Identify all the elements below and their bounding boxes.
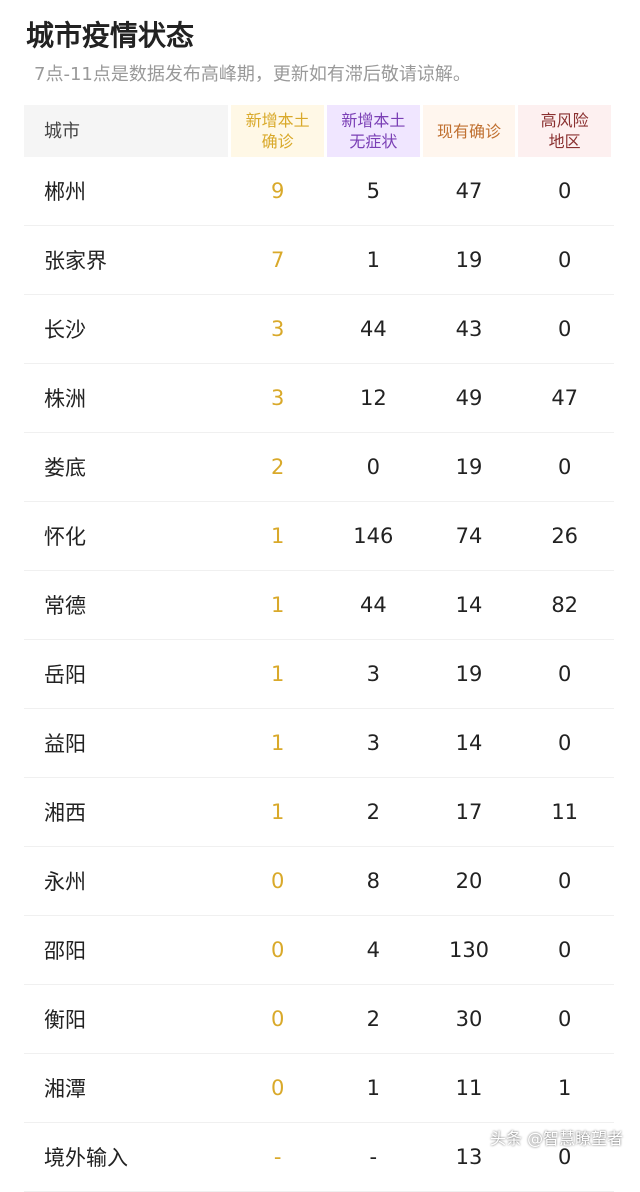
- city-name: 株洲: [44, 387, 86, 411]
- city-name: 郴州: [44, 180, 86, 204]
- cell-value: 8: [366, 869, 381, 893]
- table-row[interactable]: 岳阳 1 3 19 0: [24, 640, 614, 709]
- cell-value: 19: [455, 662, 483, 686]
- cell-value: 3: [366, 662, 381, 686]
- column-header[interactable]: 新增本土 无症状: [327, 105, 420, 157]
- city-name: 湘西: [44, 801, 86, 825]
- cell-value: 3: [270, 386, 285, 410]
- cell-value: 19: [455, 455, 483, 479]
- city-name: 永州: [44, 870, 86, 894]
- table-row[interactable]: 衡阳 0 2 30 0: [24, 985, 614, 1054]
- cell-value: 2: [366, 800, 381, 824]
- city-name: 益阳: [44, 732, 86, 756]
- cell-value: 26: [551, 524, 579, 548]
- cell-value: 44: [359, 593, 387, 617]
- cell-value: 0: [557, 869, 572, 893]
- cell-value: 1: [366, 248, 381, 272]
- table-row[interactable]: 娄底 2 0 19 0: [24, 433, 614, 502]
- cell-value: 11: [551, 800, 579, 824]
- table-row[interactable]: 湘西 1 2 17 11: [24, 778, 614, 847]
- column-header[interactable]: 高风险 地区: [518, 105, 612, 157]
- cell-value: 7: [270, 248, 285, 272]
- cell-value: 1: [270, 662, 285, 686]
- city-name: 怀化: [44, 525, 86, 549]
- table-row[interactable]: 张家界 7 1 19 0: [24, 226, 614, 295]
- cell-value: 17: [455, 800, 483, 824]
- cell-value: 0: [366, 455, 381, 479]
- cell-value: 0: [270, 1076, 285, 1100]
- cell-value: 146: [353, 524, 394, 548]
- cell-value: 4: [366, 938, 381, 962]
- column-header[interactable]: 新增本土 确诊: [231, 105, 324, 157]
- cell-value: 1: [366, 1076, 381, 1100]
- table-row[interactable]: 株洲 3 12 49 47: [24, 364, 614, 433]
- cell-value: 11: [455, 1076, 483, 1100]
- table-header: 城市 新增本土 确诊 新增本土 无症状 现有确诊 高风险 地区: [24, 105, 614, 157]
- cell-value: -: [369, 1145, 378, 1169]
- cell-value: 14: [455, 593, 483, 617]
- cell-value: 1: [270, 593, 285, 617]
- cell-value: 0: [557, 938, 572, 962]
- cell-value: -: [273, 1145, 282, 1169]
- cell-value: 74: [455, 524, 483, 548]
- cell-value: 44: [359, 317, 387, 341]
- cell-value: 0: [557, 1007, 572, 1031]
- cell-value: 1: [270, 524, 285, 548]
- cell-value: 5: [366, 179, 381, 203]
- city-name: 境外输入: [44, 1146, 128, 1170]
- city-name: 邵阳: [44, 939, 86, 963]
- cell-value: 12: [359, 386, 387, 410]
- cell-value: 0: [557, 317, 572, 341]
- table-row[interactable]: 常德 1 44 14 82: [24, 571, 614, 640]
- cell-value: 30: [455, 1007, 483, 1031]
- cell-value: 3: [270, 317, 285, 341]
- city-name: 岳阳: [44, 663, 86, 687]
- table-row[interactable]: 郴州 9 5 47 0: [24, 157, 614, 226]
- cell-value: 0: [270, 869, 285, 893]
- page-title: 城市疫情状态: [26, 19, 195, 52]
- cell-value: 9: [270, 179, 285, 203]
- table-row[interactable]: 邵阳 0 4 130 0: [24, 916, 614, 985]
- cell-value: 0: [557, 248, 572, 272]
- column-header[interactable]: 现有确诊: [422, 105, 516, 157]
- city-name: 长沙: [44, 318, 86, 342]
- cell-value: 2: [366, 1007, 381, 1031]
- cell-value: 0: [557, 455, 572, 479]
- column-header[interactable]: 城市: [24, 105, 229, 157]
- cell-value: 1: [557, 1076, 572, 1100]
- cell-value: 49: [455, 386, 483, 410]
- cell-value: 20: [455, 869, 483, 893]
- city-table: 城市 新增本土 确诊 新增本土 无症状 现有确诊 高风险 地区 郴州 9 5 47 0 张家界 7 1…: [24, 105, 614, 1192]
- city-name: 衡阳: [44, 1008, 86, 1032]
- cell-value: 0: [270, 938, 285, 962]
- subtitle: 7点-11点是数据发布高峰期，更新如有滞后敬请谅解。: [34, 64, 471, 85]
- cell-value: 43: [455, 317, 483, 341]
- cell-value: 3: [366, 731, 381, 755]
- cell-value: 0: [557, 662, 572, 686]
- cell-value: 130: [448, 938, 490, 962]
- city-name: 湘潭: [44, 1077, 86, 1101]
- cell-value: 2: [270, 455, 285, 479]
- cell-value: 0: [270, 1007, 285, 1031]
- city-name: 张家界: [44, 249, 107, 273]
- cell-value: 82: [551, 593, 579, 617]
- cell-value: 0: [557, 179, 572, 203]
- cell-value: 1: [270, 800, 285, 824]
- table-row[interactable]: 长沙 3 44 43 0: [24, 295, 614, 364]
- cell-value: 19: [455, 248, 483, 272]
- watermark: 头条 @智慧瞭望者: [490, 1129, 624, 1148]
- cell-value: 1: [270, 731, 285, 755]
- cell-value: 47: [455, 179, 483, 203]
- table-row[interactable]: 湘潭 0 1 11 1: [24, 1054, 614, 1123]
- city-name: 常德: [44, 594, 86, 618]
- cell-value: 0: [557, 731, 572, 755]
- city-name: 娄底: [44, 456, 86, 480]
- cell-value: 14: [455, 731, 483, 755]
- table-row[interactable]: 永州 0 8 20 0: [24, 847, 614, 916]
- table-row[interactable]: 怀化 1 146 74 26: [24, 502, 614, 571]
- table-row[interactable]: 益阳 1 3 14 0: [24, 709, 614, 778]
- cell-value: 47: [551, 386, 579, 410]
